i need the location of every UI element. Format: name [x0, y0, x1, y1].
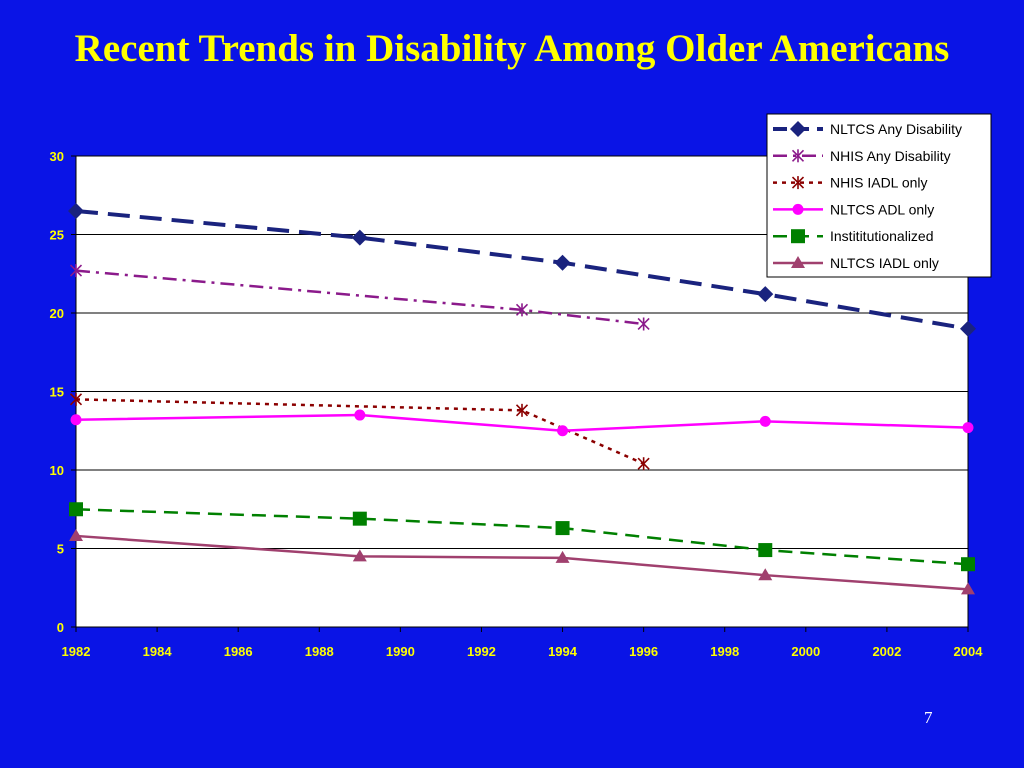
plot-border: [75, 155, 969, 628]
x-tick-label: 1984: [143, 644, 173, 659]
data-point: [960, 320, 976, 337]
legend-item: NHIS IADL only: [773, 175, 928, 191]
data-point: [962, 422, 974, 434]
legend-marker: [791, 256, 805, 268]
legend-item: NLTCS IADL only: [773, 255, 939, 271]
legend-label: NLTCS IADL only: [830, 255, 939, 271]
y-tick-label: 20: [50, 306, 64, 321]
data-point: [515, 303, 529, 317]
series-nhis-iadl-only: [69, 392, 650, 471]
legend-item: NLTCS ADL only: [773, 201, 934, 217]
data-point: [961, 557, 975, 572]
series-group: [68, 202, 976, 595]
legend-label: NLTCS ADL only: [830, 201, 934, 217]
slide-title: Recent Trends in Disability Among Older …: [74, 27, 950, 70]
legend-label: NLTCS Any Disability: [830, 121, 962, 137]
x-tick-label: 2004: [954, 644, 984, 659]
data-point: [69, 502, 83, 517]
data-point: [354, 409, 366, 421]
data-point: [351, 229, 368, 246]
data-point: [69, 392, 83, 406]
y-tick-label: 5: [57, 542, 64, 557]
legend-marker: [791, 149, 805, 163]
legend: NLTCS Any Disability NHIS Any Disability N…: [766, 113, 992, 278]
y-tick-label: 10: [50, 463, 64, 478]
data-point: [758, 543, 773, 558]
data-point: [637, 317, 650, 331]
data-point: [69, 264, 83, 278]
x-tick-label: 1986: [224, 644, 253, 659]
data-point: [68, 202, 84, 219]
legend-label: NHIS IADL only: [830, 175, 928, 191]
x-tick-label: 1998: [710, 644, 739, 659]
legend-label: NHIS Any Disability: [830, 148, 951, 164]
data-point: [557, 425, 569, 437]
data-point: [758, 568, 773, 581]
x-tick-label: 1994: [548, 644, 578, 659]
y-tick-label: 25: [50, 228, 64, 243]
data-point: [637, 457, 650, 471]
data-point: [69, 528, 83, 541]
legend-marker: [790, 121, 806, 137]
legend-box: [766, 113, 992, 278]
legend-label: Instititutionalized: [830, 228, 934, 244]
x-tick-label: 1992: [467, 644, 496, 659]
data-point: [554, 254, 571, 271]
legend-marker: [791, 176, 805, 190]
y-tick-label: 15: [50, 385, 64, 400]
legend-marker: [792, 203, 804, 215]
data-point: [961, 582, 975, 595]
series-line: [75, 398, 645, 465]
data-point: [352, 511, 367, 526]
legend-marker: [791, 229, 805, 244]
x-tick-label: 1982: [62, 644, 91, 659]
x-tick-label: 1996: [629, 644, 658, 659]
data-point: [757, 286, 774, 303]
legend-item: NHIS Any Disability: [773, 148, 951, 164]
page-number: 7: [924, 708, 933, 727]
x-tick-label: 2000: [791, 644, 820, 659]
data-point: [515, 403, 529, 417]
series-instititutionalized: [69, 502, 975, 572]
data-point: [759, 415, 771, 427]
legend-item: Instititutionalized: [773, 228, 934, 244]
series-nhis-any-disability: [69, 264, 650, 331]
x-tick-label: 1988: [305, 644, 334, 659]
y-tick-label: 30: [50, 149, 64, 164]
series-nltcs-iadl-only: [69, 528, 975, 595]
series-nltcs-adl-only: [70, 409, 974, 437]
axes: 0 5 10 15 20 25 30 1982 1984 1986 1988 1990 1992 1994…: [50, 149, 984, 659]
data-point: [70, 414, 82, 426]
data-point: [352, 549, 367, 562]
y-tick-label: 0: [57, 620, 64, 635]
series-nltcs-any-disability: [68, 202, 976, 337]
data-point: [555, 550, 570, 563]
data-point: [555, 521, 570, 536]
legend-item: NLTCS Any Disability: [773, 121, 962, 137]
x-tick-label: 2002: [872, 644, 901, 659]
x-tick-label: 1990: [386, 644, 415, 659]
